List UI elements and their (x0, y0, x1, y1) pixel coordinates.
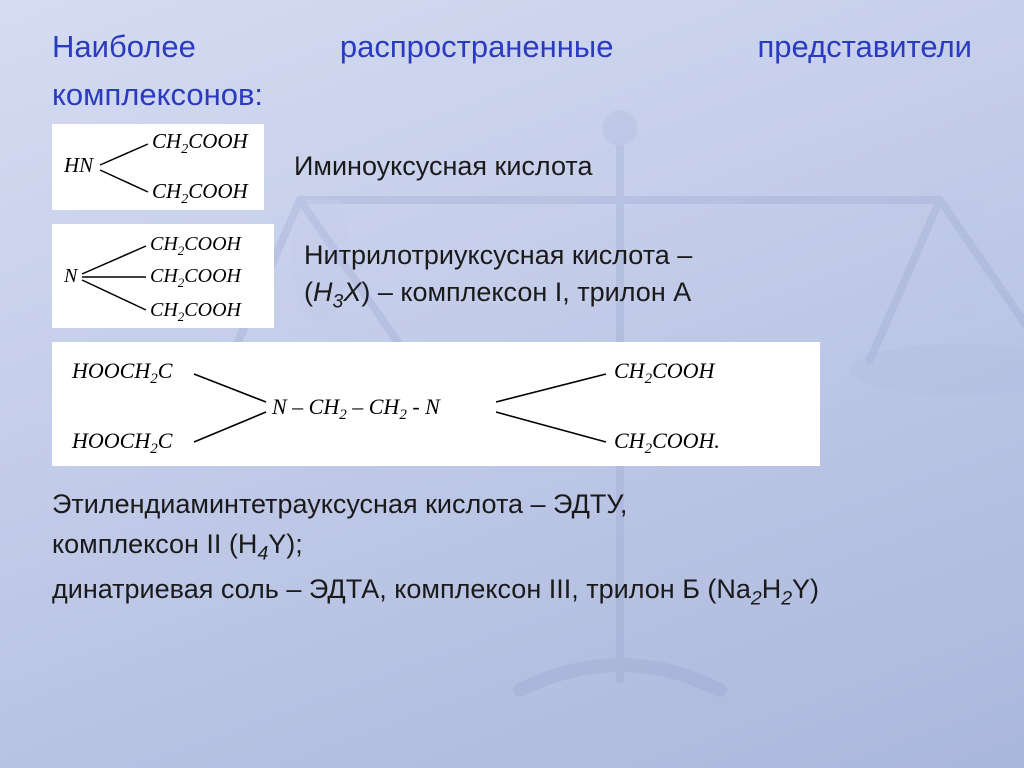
nta-l2-post: ) – комплексон I, трилон А (361, 277, 691, 307)
formula-iminoacetic: HN CH2COOH CH2COOH (52, 124, 264, 210)
formula-nta: N CH2COOH CH2COOH CH2COOH (52, 224, 274, 328)
nta-formula-h3x: H3X (313, 277, 361, 307)
svg-text:CH2COOH: CH2COOH (150, 233, 243, 258)
l2-pre: комплексон II (H (52, 529, 257, 559)
svg-text:HOOCH2C: HOOCH2C (71, 428, 173, 456)
svg-text:CH2COOH.: CH2COOH. (614, 428, 720, 456)
edta-line1: Этилендиаминтетрауксусная кислота – ЭДТУ… (52, 484, 972, 525)
caption-iminoacetic: Иминоуксусная кислота (294, 148, 593, 184)
l3-post: Y) (792, 574, 819, 604)
formula-svg-2: N CH2COOH CH2COOH CH2COOH (60, 230, 266, 322)
formula-svg-1: HN CH2COOH CH2COOH (60, 130, 256, 204)
compound-row-3: HOOCH2C HOOCH2C N – CH2 – CH2 - N CH2COO… (52, 342, 972, 466)
slide-title-line1: Наиболее распространенные представители (52, 26, 972, 68)
formula-edta: HOOCH2C HOOCH2C N – CH2 – CH2 - N CH2COO… (52, 342, 820, 466)
svg-text:CH2COOH: CH2COOH (152, 179, 250, 204)
edta-line3: динатриевая соль – ЭДТА, комплексон III,… (52, 569, 972, 614)
caption-nta-line2: (H3X) – комплексон I, трилон А (304, 274, 692, 315)
caption-nta-line1: Нитрилотриуксусная кислота – (304, 237, 692, 273)
compound-row-2: N CH2COOH CH2COOH CH2COOH Нитрилотриуксу… (52, 224, 972, 328)
l3-sub2: 2 (781, 587, 792, 609)
l2-post: Y); (268, 529, 303, 559)
edta-line2: комплексон II (H4Y); (52, 524, 972, 569)
svg-text:CH2COOH: CH2COOH (150, 299, 243, 322)
l2-sub: 4 (257, 543, 268, 565)
svg-text:CH2COOH: CH2COOH (614, 358, 716, 387)
compound-row-1: HN CH2COOH CH2COOH Иминоуксусная кислота (52, 124, 972, 210)
svg-text:HOOCH2C: HOOCH2C (71, 358, 173, 387)
edta-description: Этилендиаминтетрауксусная кислота – ЭДТУ… (52, 484, 972, 614)
caption-nta: Нитрилотриуксусная кислота – (H3X) – ком… (304, 237, 692, 314)
svg-text:N: N (63, 265, 79, 287)
svg-text:N – CH2 – CH2 - N: N – CH2 – CH2 - N (271, 394, 441, 423)
slide-title-line2: комплексонов: (52, 74, 972, 116)
formula-svg-3: HOOCH2C HOOCH2C N – CH2 – CH2 - N CH2COO… (66, 352, 806, 456)
l3-pre: динатриевая соль – ЭДТА, комплексон III,… (52, 574, 751, 604)
nta-l2-pre: ( (304, 277, 313, 307)
slide-content: Наиболее распространенные представители … (0, 0, 1024, 633)
svg-text:CH2COOH: CH2COOH (150, 265, 243, 290)
svg-text:CH2COOH: CH2COOH (152, 130, 250, 157)
l3-mid: H (762, 574, 782, 604)
svg-text:HN: HN (63, 153, 94, 177)
l3-sub1: 2 (751, 587, 762, 609)
